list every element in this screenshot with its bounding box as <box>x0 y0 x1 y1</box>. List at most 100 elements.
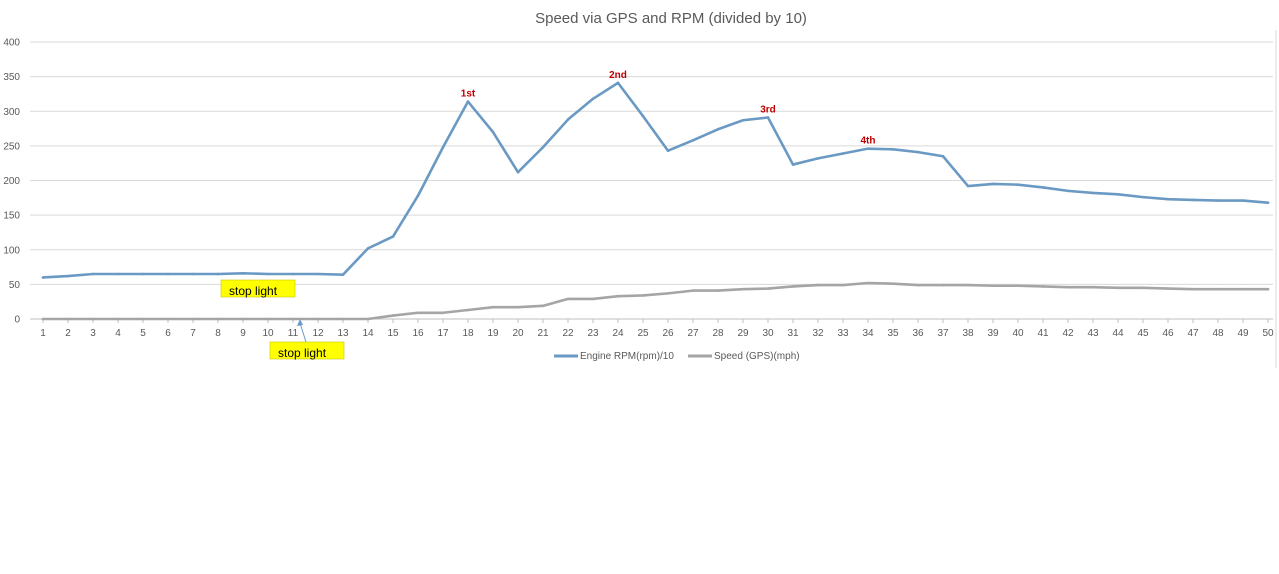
x-tick-label: 18 <box>462 328 474 339</box>
data-point <box>766 287 770 290</box>
data-point <box>1191 287 1195 291</box>
data-point <box>941 154 945 158</box>
note-label: stop light <box>229 284 278 298</box>
stop-light-note-1: stop light <box>220 279 296 298</box>
data-point <box>791 163 795 166</box>
x-tick-label: 12 <box>312 328 324 339</box>
data-point <box>966 184 970 188</box>
data-point <box>1241 199 1245 202</box>
data-point <box>441 311 445 315</box>
x-tick-label: 31 <box>787 328 799 339</box>
x-tick-label: 28 <box>712 328 724 339</box>
x-tick-label: 44 <box>1112 328 1124 339</box>
data-point <box>216 272 220 276</box>
data-point <box>216 317 220 321</box>
data-point <box>1166 287 1170 290</box>
y-tick-label: 300 <box>3 107 20 118</box>
data-point <box>141 317 145 321</box>
x-tick-label: 4 <box>115 328 121 339</box>
data-point <box>791 285 795 288</box>
data-point <box>366 317 370 321</box>
data-point <box>1016 284 1020 288</box>
x-tick-label: 24 <box>612 328 624 339</box>
x-tick-label: 14 <box>362 328 374 339</box>
legend-label-rpm: Engine RPM(rpm)/10 <box>580 351 674 362</box>
y-tick-label: 0 <box>14 315 20 326</box>
data-point <box>716 289 720 292</box>
y-tick-label: 200 <box>3 176 20 187</box>
x-tick-label: 29 <box>737 328 749 339</box>
note-box <box>269 341 345 360</box>
x-tick-label: 37 <box>937 328 949 339</box>
x-tick-label: 16 <box>412 328 424 339</box>
data-point <box>116 317 120 321</box>
data-point <box>241 271 245 275</box>
data-point <box>316 272 320 276</box>
data-point <box>341 317 345 321</box>
data-point <box>141 272 145 276</box>
x-tick-label: 48 <box>1212 328 1224 339</box>
gear-label: 4th <box>861 136 876 147</box>
x-tick-label: 7 <box>190 328 196 339</box>
x-tick-label: 45 <box>1137 328 1149 339</box>
gear-annotations: 1st 2nd 3rd 4th <box>461 70 876 147</box>
data-point <box>1141 195 1145 199</box>
data-point <box>1216 287 1220 291</box>
series-lines <box>41 81 1270 321</box>
data-point <box>41 276 45 279</box>
data-point <box>66 274 70 278</box>
data-point <box>691 139 695 142</box>
x-tick-label: 30 <box>762 328 774 339</box>
data-point <box>1041 285 1045 288</box>
data-point <box>341 273 345 276</box>
x-tick-label: 15 <box>387 328 399 339</box>
data-point <box>1241 287 1245 291</box>
data-point <box>91 317 95 321</box>
data-point <box>291 317 295 321</box>
data-point <box>766 116 770 119</box>
x-tick-label: 20 <box>512 328 524 339</box>
x-tick-label: 1 <box>40 328 46 339</box>
gear-label: 2nd <box>609 70 627 81</box>
x-tick-label: 22 <box>562 328 574 339</box>
arrow-head-icon <box>297 319 303 326</box>
x-tick-label: 13 <box>337 328 349 339</box>
x-tick-label: 21 <box>537 328 549 339</box>
data-point <box>591 97 595 101</box>
data-point <box>191 272 195 276</box>
x-tick-label: 25 <box>637 328 649 339</box>
data-point <box>391 235 395 238</box>
gear-label: 1st <box>461 89 476 100</box>
x-tick-label: 35 <box>887 328 899 339</box>
data-point <box>91 272 95 276</box>
note-box <box>220 279 296 298</box>
data-point <box>741 118 745 122</box>
data-point <box>641 114 645 118</box>
data-point <box>566 297 570 301</box>
data-point <box>841 283 845 287</box>
x-tick-label: 39 <box>987 328 999 339</box>
data-point <box>1266 287 1270 291</box>
x-tick-label: 10 <box>262 328 274 339</box>
data-point <box>691 289 695 292</box>
data-point <box>891 148 895 151</box>
stop-light-note-2: stop light <box>269 319 345 360</box>
y-tick-label: 400 <box>3 38 20 49</box>
data-point <box>741 287 745 291</box>
data-point <box>491 130 495 134</box>
legend-label-speed: Speed (GPS)(mph) <box>714 351 800 362</box>
data-point <box>666 149 670 153</box>
data-point <box>1191 198 1195 202</box>
x-tick-label: 33 <box>837 328 849 339</box>
data-point <box>1116 193 1120 196</box>
x-tick-label: 36 <box>912 328 924 339</box>
data-point <box>416 311 420 315</box>
data-point <box>1266 201 1270 204</box>
data-point <box>591 297 595 301</box>
y-tick-label: 50 <box>9 280 21 291</box>
data-point <box>866 281 870 285</box>
data-point <box>941 283 945 287</box>
data-point <box>541 304 545 308</box>
data-point <box>916 150 920 154</box>
x-tick-label: 11 <box>288 328 299 339</box>
